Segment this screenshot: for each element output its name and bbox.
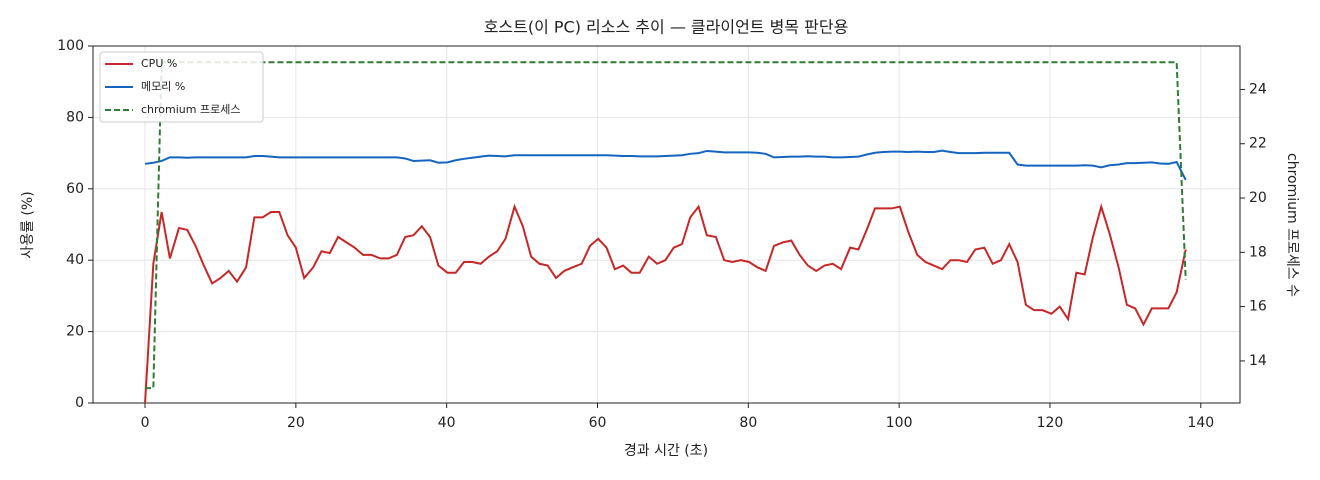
y2-tick-label: 24 (1249, 81, 1267, 97)
y2-axis-label: chromium 프로세스 수 (1284, 153, 1300, 297)
y-tick-label: 20 (66, 324, 84, 340)
series-line (144, 149, 1187, 181)
legend-label: CPU % (141, 57, 177, 70)
chart-title: 호스트(이 PC) 리소스 추이 — 클라이언트 병목 판단용 (484, 18, 849, 37)
x-tick-label: 120 (1037, 415, 1064, 431)
y2-tick-label: 16 (1249, 299, 1267, 315)
series-line (145, 61, 1187, 390)
legend: CPU % 메모리 % chromium 프로세스 (99, 51, 264, 123)
y-tick-label: 40 (66, 252, 84, 268)
y-tick-label: 60 (66, 181, 84, 197)
y-tick-label: 100 (57, 38, 84, 54)
y2-tick-label: 20 (1249, 190, 1267, 206)
y-axis-label: 사용률 (%) (20, 191, 36, 258)
x-tick-label: 20 (287, 415, 305, 431)
y2-tick-label: 22 (1249, 136, 1267, 152)
y-tick-label: 80 (66, 109, 84, 125)
y-tick-label: 0 (75, 395, 84, 411)
x-tick-label: 140 (1187, 415, 1214, 431)
y2-tick-label: 14 (1249, 353, 1267, 369)
x-tick-label: 80 (739, 415, 757, 431)
legend-box (99, 51, 264, 123)
x-tick-label: 100 (886, 415, 913, 431)
x-tick-label: 40 (438, 415, 456, 431)
series-line (144, 203, 1187, 404)
legend-label: 메모리 % (141, 80, 185, 93)
plot-frame (92, 45, 1241, 404)
x-tick-label: 0 (141, 415, 150, 431)
legend-label: chromium 프로세스 (141, 103, 240, 116)
x-tick-label: 60 (589, 415, 607, 431)
x-axis-label: 경과 시간 (초) (624, 443, 708, 459)
y2-tick-label: 18 (1249, 244, 1267, 260)
